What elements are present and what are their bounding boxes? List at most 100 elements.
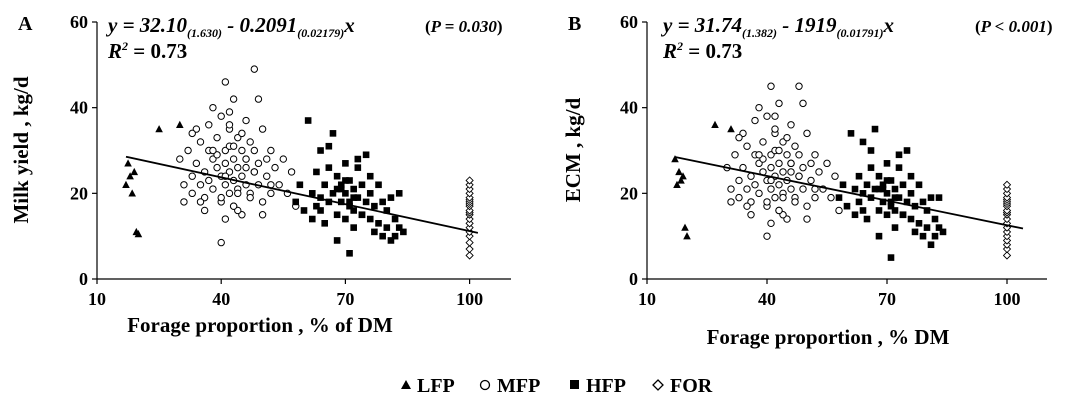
panel-b-point-hfp [835,194,843,201]
panel-a-point-mfp [217,193,225,202]
panel-b-point-hfp [871,185,879,193]
panel-b-point-mfp [743,142,751,150]
panel-a-point-hfp [346,202,353,210]
panel-a-x-tick-label: 100 [456,289,483,309]
legend-marker-circle [479,379,491,391]
panel-b-point-lfp [677,176,685,184]
panel-b-point-mfp [767,176,775,185]
panel-a-point-hfp [333,185,341,193]
panel-a-point-hfp [375,220,382,227]
panel-a-point-hfp [395,224,403,231]
panel-b-point-mfp [775,206,783,215]
panel-a-point-mfp [267,146,275,155]
panel-a-point-hfp [366,172,374,180]
panel-a-point-hfp [400,228,407,236]
panel-a-y-tick-label: 20 [70,183,88,203]
panel-a-y-tick-label: 40 [70,98,88,118]
panel-b-x-tick-label: 100 [994,289,1021,309]
panel-b-point-mfp [787,185,795,193]
panel-a-point-mfp [234,189,242,198]
panel-b-point-hfp [859,207,867,214]
panel-a-point-for [465,184,474,194]
panel-b-point-hfp [887,177,895,184]
panel-a-point-hfp [383,207,391,214]
panel-b-point-hfp [867,164,875,171]
panel-a-point-hfp [371,228,378,236]
panel-b-point-mfp [735,133,743,142]
panel-a-point-hfp [313,202,320,210]
panel-b-point-lfp [683,232,691,240]
panel-a-x-axis-title: Forage proportion , % of DM [127,313,393,337]
panel-a-point-hfp [292,198,300,206]
panel-a-point-hfp [321,220,328,227]
panel-a-point-hfp [333,172,341,180]
panel-b-x-axis-title: Forage proportion , % DM [707,325,950,349]
panel-b-point-mfp [751,181,759,189]
panel-b-point-mfp [815,168,823,176]
panel-b-point-mfp [775,146,783,155]
panel-b-point-for [1002,206,1012,215]
panel-a-point-hfp [350,224,357,231]
panel-a-point-hfp [358,181,366,189]
panel-b-point-hfp [907,215,915,223]
panel-a-point-for [465,206,474,215]
panel-b-point-lfp [679,172,687,180]
legend-marker-diamond [652,379,664,391]
panel-a-point-mfp [238,146,246,155]
panel-b-point-hfp [851,185,859,193]
legend-item-for: FOR [652,375,713,397]
panel-a-point-hfp [329,190,337,197]
panel-b-point-mfp [783,151,791,159]
panel-a-point-for [465,232,474,241]
panel-a-point-for [465,180,474,189]
panel-a-point-hfp [354,164,362,171]
panel-b-y-tick-label: 60 [620,12,638,32]
panel-a-point-mfp [263,155,271,163]
panel-b-point-mfp [767,82,775,90]
panel-a-point-hfp [358,211,366,219]
panel-b-point-hfp [895,164,903,171]
panel-a-point-for [465,238,474,247]
panel-b-point-hfp [891,185,899,193]
panel-b-point-mfp [767,163,775,172]
legend: LFP MFP HFP FOR [401,375,713,397]
panel-a-point-mfp [209,185,217,193]
panel-b-point-hfp [883,160,891,167]
panel-a-point-hfp [362,151,370,159]
panel-b-point-for [1002,240,1012,249]
panel-b-point-hfp [931,215,939,223]
panel-a-point-hfp [346,177,353,184]
legend-label-mfp: MFP [497,375,540,397]
panel-b-point-for [1002,251,1012,260]
panel-b-point-mfp [743,202,751,210]
panel-b-point-mfp [727,185,735,193]
panel-b-point-mfp [763,232,771,240]
panel-a-point-mfp [254,95,263,103]
panel-a-point-for [465,219,474,228]
panel-a-point-lfp [134,230,143,238]
panel-a-point-hfp [321,181,328,189]
panel-b-point-hfp [899,181,907,189]
panel-b-point-for [1002,189,1012,198]
panel-b-point-mfp [827,193,835,202]
panel-b-point-mfp [787,159,795,168]
panel-a-point-mfp [238,172,246,180]
panel-b-point-for [1002,236,1012,245]
panel-b-r-squared: R2 = 0.73 [662,39,742,63]
panel-b-point-mfp [767,185,775,193]
legend-label-for: FOR [670,375,713,397]
legend-label-hfp: HFP [586,375,626,397]
panel-b-point-mfp [755,151,763,159]
panel-b-point-mfp [771,112,779,120]
legend-item-lfp: LFP [401,375,455,397]
panel-a-point-hfp [346,198,353,206]
panel-a-point-hfp [337,198,345,206]
panel-b-y-axis-title: ECM , kg/d [561,97,585,202]
panel-b-point-hfp [935,224,943,231]
panel-b-point-hfp [911,228,919,236]
panel-b-point-mfp [803,215,811,223]
panel-a-point-mfp [196,138,205,146]
panel-a-point-mfp [221,215,230,223]
panel-a-point-hfp [375,181,382,189]
panel-a-point-hfp [342,160,349,167]
